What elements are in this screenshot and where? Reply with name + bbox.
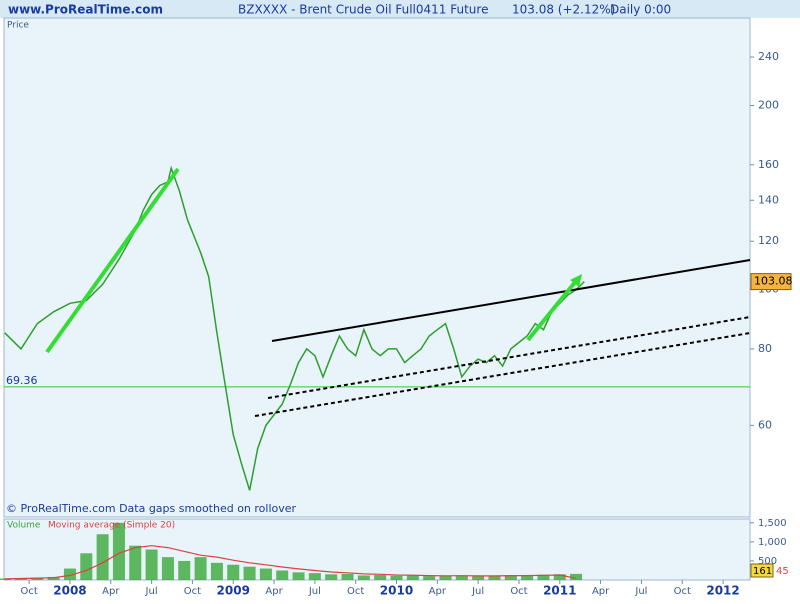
volume-bar [488,575,501,580]
moving-average [4,545,577,580]
volume-bar [129,545,142,580]
y-tick-label: 120 [758,234,779,247]
volume-bar [341,573,354,580]
y-tick-label: 240 [758,50,779,63]
y-tick-label: 80 [758,342,772,355]
series-label: Price [7,21,29,31]
volume-bar [178,560,191,580]
x-tick-label: 2012 [706,584,739,598]
x-tick-label: Oct [184,586,201,597]
volume-bar [570,573,583,580]
trend-arrow [526,279,578,342]
volume-bar [374,575,387,580]
volume-bar [537,574,550,580]
y-tick-label: 140 [758,193,779,206]
site-link[interactable]: www.ProRealTime.com [8,3,163,17]
x-tick-label: Apr [265,586,283,597]
volume-bar [357,575,370,580]
volume-bar [472,576,485,580]
x-tick-label: Oct [510,586,527,597]
legend-entry: Moving average (Simple 20) [48,521,175,531]
y-tick-label: 200 [758,98,779,111]
volume-bar [210,562,223,580]
volume-bar [504,575,517,580]
reference-label: 69.36 [6,374,38,387]
x-tick-label: Oct [674,586,691,597]
volume-bar [96,534,109,580]
volume-bar [194,557,207,580]
last-ma-label: 45 [776,566,789,577]
x-tick-label: Apr [429,586,447,597]
volume-bar [145,549,158,580]
volume-bar [406,575,419,580]
chart-title: BZXXXX - Brent Crude Oil Full0411 Future [238,3,488,17]
y-tick-label: 1,500 [758,518,787,529]
volume-bar [325,574,338,580]
x-tick-label: Jul [145,586,158,597]
x-tick-label: Apr [102,586,120,597]
volume-bar [553,574,566,580]
volume-bar [390,575,403,580]
volume-bar [292,572,305,580]
arrow-head [570,274,582,287]
x-tick-label: Jul [471,586,484,597]
period: Daily 0:00 [610,3,671,17]
trend-line [267,316,751,399]
volume-bar [308,573,321,580]
x-tick-label: Apr [592,586,610,597]
x-tick-label: Jul [308,586,321,597]
volume-bar [161,557,174,580]
price-panel [3,17,751,518]
volume-bar [455,575,468,580]
x-tick-label: Oct [347,586,364,597]
y-tick-label: 60 [758,418,772,431]
price-line [4,165,585,491]
trend-line [271,259,751,342]
volume-bar [276,570,289,580]
x-tick-label: Oct [20,586,37,597]
x-tick-label: Jul [634,586,647,597]
x-tick-label: 2009 [217,584,250,598]
last-volume-label: 161 [753,566,772,577]
volume-bar [439,575,452,580]
volume-bar [47,576,60,580]
x-tick-label: 2011 [543,584,576,598]
volume-bar [63,568,76,580]
volume-bar [112,522,125,580]
last-price-label: 103.08 [754,275,793,288]
last-volume-box [750,563,774,578]
trend-arrow [45,167,180,354]
x-tick-label: 2008 [53,584,86,598]
volume-bar [423,576,436,580]
legend-entry: Volume [7,521,41,531]
footer-note: © ProRealTime.com Data gaps smoothed on … [6,502,297,515]
y-tick-label: 160 [758,158,779,171]
header-bar [0,0,800,18]
price-change: 103.08 (+2.12%) [512,3,615,17]
volume-bar [521,575,534,580]
volume-bar [31,577,44,580]
volume-bar [243,566,256,580]
volume-bar [80,553,93,580]
x-tick-label: 2010 [380,584,413,598]
trend-lines [45,167,751,417]
y-tick-label: 1,000 [758,537,787,548]
last-price-box [750,273,792,291]
volume-bar [259,568,272,580]
y-tick-label: 500 [758,556,777,567]
volume-bar [227,564,240,580]
